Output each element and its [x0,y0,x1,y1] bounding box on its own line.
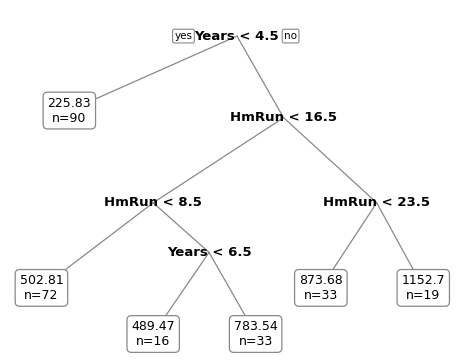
Text: 873.68
n=33: 873.68 n=33 [299,274,343,302]
Text: 225.83
n=90: 225.83 n=90 [47,97,91,125]
Text: no: no [284,31,297,41]
Text: 489.47
n=16: 489.47 n=16 [131,320,175,348]
Text: 1152.7
n=19: 1152.7 n=19 [401,274,445,302]
Text: 783.54
n=33: 783.54 n=33 [234,320,277,348]
Text: HmRun < 16.5: HmRun < 16.5 [230,111,337,124]
Text: 502.81
n=72: 502.81 n=72 [19,274,64,302]
Text: Years < 4.5: Years < 4.5 [195,30,279,42]
Text: yes: yes [174,31,192,41]
Text: HmRun < 8.5: HmRun < 8.5 [104,196,202,209]
Text: HmRun < 23.5: HmRun < 23.5 [323,196,430,209]
Text: Years < 6.5: Years < 6.5 [167,246,251,259]
